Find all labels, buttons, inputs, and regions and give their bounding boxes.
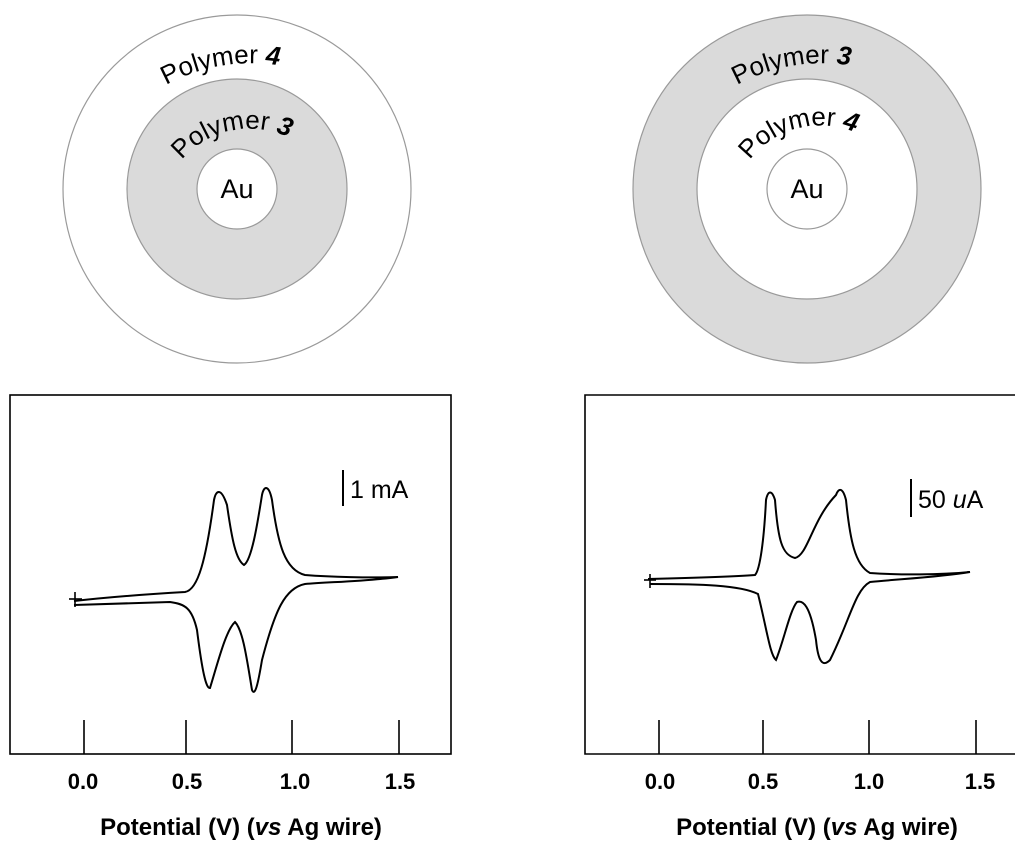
right-electrode-diagram: Polymer 3 Polymer 4 Au [632,14,982,364]
left-electrode-diagram: Polymer 4 Polymer 3 Au [62,14,412,364]
left-x-ticks [83,720,400,754]
right-x-axis-label: Potential (V) (vs Ag wire) [676,814,958,841]
left-gold-core [196,148,278,230]
right-cv-curve [647,488,971,665]
left-x-axis-label: Potential (V) (vs Ag wire) [100,814,382,841]
left-scale-bar-label: 1 mA [350,476,409,504]
left-core-label: Au [220,174,253,204]
left-tick-label: 0.5 [172,769,203,794]
left-tick-label: 0.0 [68,769,99,794]
right-x-ticks [658,720,977,754]
left-cv-curve [73,487,399,693]
right-core-label: Au [790,174,823,204]
left-tick-label: 1.5 [385,769,416,794]
right-plot-frame [584,394,1015,755]
right-gold-core [766,148,848,230]
right-tick-label: 1.5 [965,769,996,794]
right-scale-bar-label: 50 uA [918,486,984,514]
right-tick-label: 0.5 [748,769,779,794]
right-cv-plot: 50 uA 0.0 0.5 1.0 1.5 Potential (V) (vs … [584,394,1015,841]
left-cv-plot: 1 mA 0.0 0.5 1.0 1.5 Potential (V) (vs A… [9,394,452,841]
right-tick-label: 0.0 [645,769,676,794]
left-tick-label: 1.0 [280,769,311,794]
left-plot-frame [9,394,452,755]
right-tick-label: 1.0 [854,769,885,794]
